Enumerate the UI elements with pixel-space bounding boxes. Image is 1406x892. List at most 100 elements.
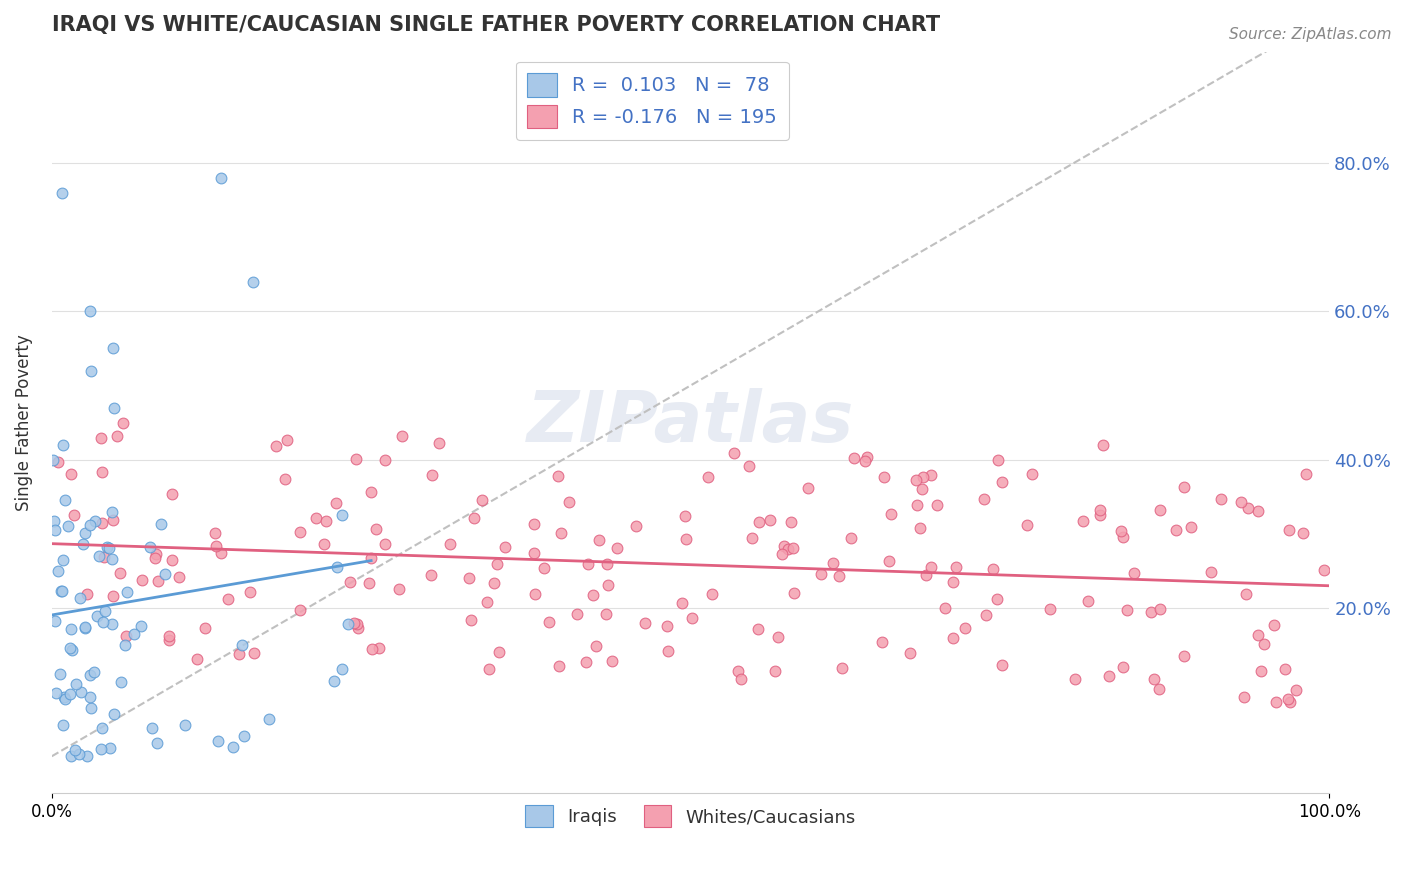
Point: [103, 707, 125, 722]
Point: [222, 739, 245, 754]
Point: [347, 621, 370, 635]
Point: [723, 446, 745, 460]
Point: [598, 578, 620, 592]
Point: [101, 617, 124, 632]
Point: [1064, 672, 1087, 686]
Point: [228, 647, 250, 661]
Point: [374, 537, 396, 551]
Text: IRAQI VS WHITE/CAUCASIAN SINGLE FATHER POVERTY CORRELATION CHART: IRAQI VS WHITE/CAUCASIAN SINGLE FATHER P…: [52, 15, 939, 35]
Point: [953, 622, 976, 636]
Point: [112, 416, 135, 430]
Point: [1265, 695, 1288, 709]
Point: [1039, 602, 1062, 616]
Point: [1246, 504, 1268, 518]
Point: [48, 455, 70, 469]
Point: [129, 619, 152, 633]
Point: [1201, 566, 1223, 580]
Point: [494, 540, 516, 554]
Point: [70, 684, 93, 698]
Point: [360, 551, 382, 566]
Point: [79, 517, 101, 532]
Point: [336, 616, 359, 631]
Point: [122, 626, 145, 640]
Point: [110, 675, 132, 690]
Point: [257, 712, 280, 726]
Point: [146, 736, 169, 750]
Point: [634, 615, 657, 630]
Point: [160, 487, 183, 501]
Point: [391, 429, 413, 443]
Point: [243, 646, 266, 660]
Point: [46, 564, 69, 578]
Point: [79, 364, 101, 378]
Point: [209, 546, 232, 560]
Point: [98, 741, 121, 756]
Point: [1147, 682, 1170, 697]
Point: [991, 658, 1014, 673]
Point: [76, 749, 98, 764]
Point: [97, 541, 120, 555]
Point: [1088, 508, 1111, 522]
Point: [460, 614, 482, 628]
Point: [1295, 467, 1317, 482]
Point: [1116, 603, 1139, 617]
Point: [821, 557, 844, 571]
Point: [131, 573, 153, 587]
Point: [100, 551, 122, 566]
Point: [458, 571, 481, 585]
Point: [675, 509, 697, 524]
Point: [1143, 672, 1166, 686]
Point: [84, 514, 107, 528]
Point: [233, 729, 256, 743]
Point: [186, 651, 208, 665]
Point: [141, 721, 163, 735]
Point: [624, 519, 647, 533]
Point: [1123, 566, 1146, 580]
Point: [477, 663, 499, 677]
Point: [60, 467, 83, 481]
Point: [48, 666, 70, 681]
Point: [1234, 587, 1257, 601]
Point: [1098, 669, 1121, 683]
Point: [93, 550, 115, 565]
Point: [934, 601, 956, 615]
Point: [58, 519, 80, 533]
Point: [748, 515, 770, 529]
Point: [1088, 503, 1111, 517]
Point: [780, 515, 803, 529]
Point: [585, 639, 607, 653]
Point: [463, 511, 485, 525]
Point: [52, 718, 75, 732]
Point: [288, 524, 311, 539]
Point: [344, 452, 367, 467]
Point: [101, 513, 124, 527]
Point: [696, 470, 718, 484]
Point: [879, 554, 901, 568]
Point: [44, 523, 66, 537]
Point: [763, 664, 786, 678]
Point: [288, 602, 311, 616]
Point: [810, 567, 832, 582]
Point: [115, 629, 138, 643]
Point: [143, 551, 166, 566]
Point: [205, 539, 228, 553]
Point: [873, 470, 896, 484]
Point: [547, 468, 569, 483]
Point: [94, 604, 117, 618]
Point: [96, 540, 118, 554]
Point: [831, 660, 853, 674]
Point: [90, 721, 112, 735]
Point: [51, 186, 73, 200]
Point: [194, 621, 217, 635]
Text: ZIPatlas: ZIPatlas: [527, 388, 855, 457]
Point: [330, 508, 353, 522]
Point: [558, 494, 581, 508]
Point: [60, 642, 83, 657]
Point: [76, 587, 98, 601]
Point: [439, 537, 461, 551]
Point: [62, 508, 84, 522]
Point: [783, 585, 806, 599]
Point: [1277, 692, 1299, 706]
Point: [1112, 530, 1135, 544]
Point: [101, 504, 124, 518]
